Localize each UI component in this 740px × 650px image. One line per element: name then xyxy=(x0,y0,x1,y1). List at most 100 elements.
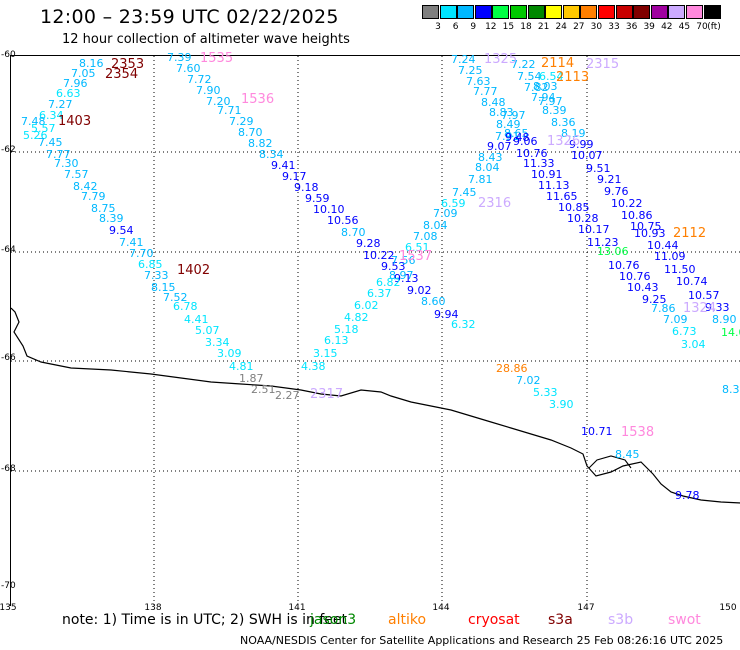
wave-height-value: 6.54 xyxy=(539,70,564,83)
wave-height-value: 10.86 xyxy=(621,209,653,222)
wave-height-value: 11.23 xyxy=(587,236,619,249)
wave-height-value: 3.90 xyxy=(549,398,574,411)
map-plot-area: -60 -62 -64 -66 -68 -70 8.16 7.05 7.96 6.63 7.27 6… xyxy=(1,50,740,606)
satellite-label: swot xyxy=(668,612,701,628)
pass-time-label: 2112 xyxy=(673,226,707,241)
legend-swatch xyxy=(598,5,615,19)
wave-height-value: 7.45 xyxy=(38,136,63,149)
wave-height-value: 10.93 xyxy=(634,227,666,240)
latitude-label: -62 xyxy=(1,145,16,155)
wave-height-value: 7.24 xyxy=(451,53,476,66)
pass-time-label: 2114 xyxy=(541,56,575,71)
wave-height-value: 5.26 xyxy=(23,129,48,142)
wave-height-value: 3.34 xyxy=(205,336,230,349)
longitude-label: 144 xyxy=(432,603,450,613)
longitude-label: 138 xyxy=(144,603,162,613)
wave-height-value: 7.41 xyxy=(119,236,144,249)
wave-height-value: 7.56 xyxy=(391,254,416,267)
pass-time-label: 1326 xyxy=(547,134,581,149)
lat-lon-grid xyxy=(11,56,740,606)
wave-height-value: 6.51 xyxy=(405,241,430,254)
wave-height-value: 6.34 xyxy=(39,109,64,122)
legend-swatch xyxy=(527,5,545,19)
wave-height-value: 10.22 xyxy=(363,249,395,262)
pass-time-label: 1402 xyxy=(177,263,211,278)
legend-swatch xyxy=(439,5,457,19)
wave-height-value: 6.02 xyxy=(354,299,379,312)
wave-height-value: 7.54 xyxy=(517,70,542,83)
latitude-label: -60 xyxy=(1,50,16,60)
wave-height-value: 10.76 xyxy=(516,147,548,160)
legend-swatch xyxy=(457,5,475,19)
wave-height-value: 8.04 xyxy=(423,219,448,232)
wave-height-value: 9.18 xyxy=(294,181,319,194)
legend-unit: (ft) xyxy=(707,22,721,32)
wave-height-value: 10.28 xyxy=(567,212,599,225)
wave-height-value: 5.18 xyxy=(334,323,359,336)
wave-height-value: 7.94 xyxy=(531,91,556,104)
legend-label: 27 xyxy=(573,22,585,32)
pass-time-label: 1403 xyxy=(58,114,92,129)
wave-height-value: 7.45 xyxy=(452,186,477,199)
wave-height-value: 10.56 xyxy=(327,214,359,227)
wave-height-value: 7.86 xyxy=(651,302,676,315)
wave-height-value: 8.34 xyxy=(259,148,284,161)
wave-height-value: 7.81 xyxy=(468,173,493,186)
wave-height-value: 7.72 xyxy=(187,73,212,86)
map-canvas xyxy=(11,56,740,606)
legend-swatch xyxy=(668,5,686,19)
wave-height-value: 7.77 xyxy=(46,148,71,161)
wave-height-value: 6.32 xyxy=(451,318,476,331)
wave-height-value: 4.38 xyxy=(301,360,326,373)
wave-height-value: 3.15 xyxy=(313,347,338,360)
wave-height-value: 7.02 xyxy=(516,374,541,387)
wave-height-value: 10.44 xyxy=(647,239,679,252)
coast-inlet xyxy=(588,455,632,469)
wave-height-value: 9.59 xyxy=(305,192,330,205)
legend-swatch xyxy=(580,5,598,19)
wave-height-value: 9.51 xyxy=(586,162,611,175)
legend-swatch xyxy=(510,5,527,19)
wave-height-value: 8.83 xyxy=(489,106,514,119)
wave-height-value: 7.77 xyxy=(473,85,498,98)
wave-height-value: 7.97 xyxy=(538,95,563,108)
wave-height-value: 8.75 xyxy=(91,202,116,215)
wave-height-value: 7.09 xyxy=(433,207,458,220)
wave-height-value: 6.78 xyxy=(173,300,198,313)
wave-height-value: 8.16 xyxy=(79,57,104,70)
wave-height-value: 8.65 xyxy=(504,127,529,140)
legend-swatch xyxy=(422,5,439,19)
wave-height-value: 7.90 xyxy=(196,84,221,97)
latitude-label: -70 xyxy=(1,581,16,591)
wave-height-value: 8.19 xyxy=(561,127,586,140)
wave-height-value: 9.17 xyxy=(282,170,307,183)
wave-height-value: 5.07 xyxy=(195,324,220,337)
wave-height-value: 8.90 xyxy=(712,313,737,326)
wave-height-value: 3.09 xyxy=(217,347,242,360)
wave-height-value: 9.78 xyxy=(675,489,700,502)
wave-height-value: 7.29 xyxy=(229,115,254,128)
wave-height-value: 8.45 xyxy=(615,448,640,461)
wave-height-value: 9.41 xyxy=(271,159,296,172)
wave-height-value: 6.37 xyxy=(367,287,392,300)
map-subtitle: 12 hour collection of altimeter wave hei… xyxy=(62,32,350,47)
wave-height-value: 8.03 xyxy=(533,80,558,93)
pass-time-label: 2317 xyxy=(310,387,344,402)
wave-height-value: 11.50 xyxy=(664,263,696,276)
pass-time-label: 1537 xyxy=(399,249,433,264)
wave-height-value: 7.70 xyxy=(129,247,154,260)
wave-height-value: 6.59 xyxy=(441,197,466,210)
wave-height-value: 8.48 xyxy=(481,96,506,109)
wave-height-value: 11.13 xyxy=(538,179,570,192)
wave-height-value: 7.60 xyxy=(176,62,201,75)
wave-height-value: 10.71 xyxy=(581,425,613,438)
wave-height-value: 7.96 xyxy=(63,77,88,90)
pass-time-label: 2354 xyxy=(105,67,139,82)
wave-height-value: 8.70 xyxy=(341,226,366,239)
wave-height-value: 4.82 xyxy=(344,311,369,324)
legend-label: 45 xyxy=(678,22,691,32)
legend-swatch xyxy=(562,5,580,19)
wave-height-value: 9.13 xyxy=(394,272,419,285)
legend-label: 12 xyxy=(485,22,497,32)
wave-height-value: 11.09 xyxy=(654,250,686,263)
